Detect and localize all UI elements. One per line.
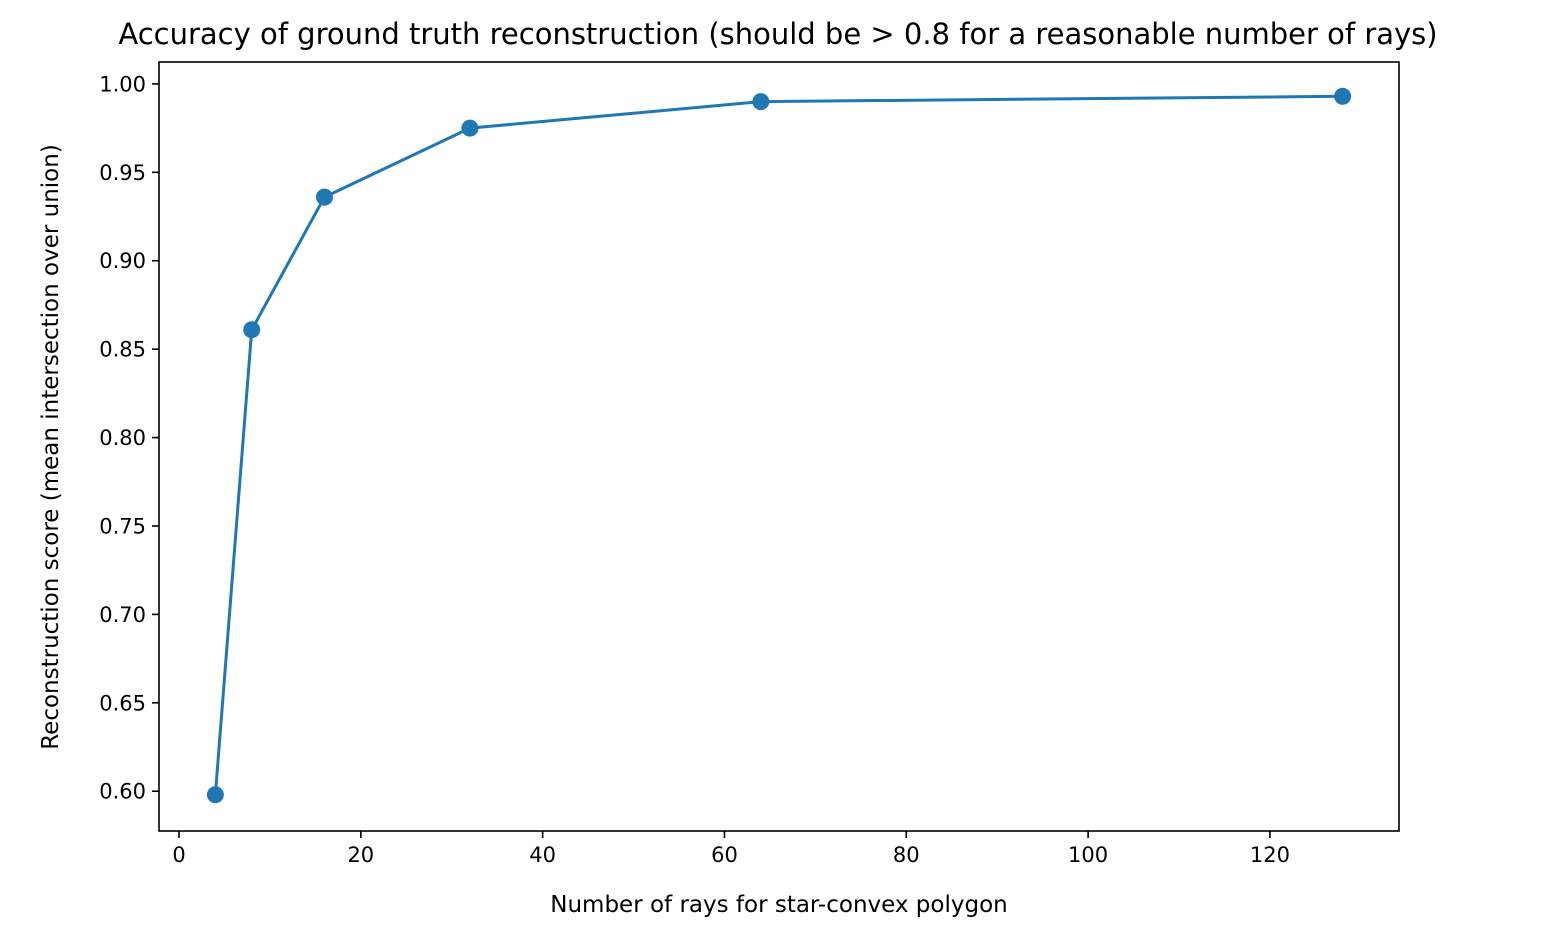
chart-title: Accuracy of ground truth reconstruction … [118,17,1437,51]
x-tick-label: 100 [1068,843,1108,867]
x-tick-label: 80 [893,843,920,867]
x-tick-label: 60 [711,843,738,867]
y-tick-label: 1.00 [99,72,146,96]
data-point [206,786,224,804]
y-tick-label: 0.85 [99,338,146,362]
y-axis-label: Reconstruction score (mean intersection … [38,144,64,750]
series-line [213,94,1345,797]
x-tick-label: 0 [172,843,185,867]
data-point [315,188,333,206]
y-tick-label: 0.65 [99,691,146,715]
y-tick-label: 0.90 [99,249,146,273]
y-axis: 0.60 0.65 0.70 0.75 0.80 0.85 0.90 0.95 1.00 [99,72,159,804]
plot-frame [158,61,1400,832]
x-tick-label: 120 [1250,843,1290,867]
x-tick-label: 40 [529,843,556,867]
data-point [243,321,261,339]
y-tick-label: 0.75 [99,514,146,538]
plot-area [206,87,1352,804]
y-tick-label: 0.60 [99,780,146,804]
x-tick-label: 20 [347,843,374,867]
data-point [752,93,770,111]
data-point [1334,87,1352,105]
x-axis-label: Number of rays for star-convex polygon [550,892,1007,918]
y-tick-label: 0.80 [99,426,146,450]
x-axis: 0 20 40 60 80 100 120 [172,831,1290,867]
data-point [461,119,479,137]
y-tick-label: 0.70 [99,603,146,627]
y-tick-label: 0.95 [99,161,146,185]
